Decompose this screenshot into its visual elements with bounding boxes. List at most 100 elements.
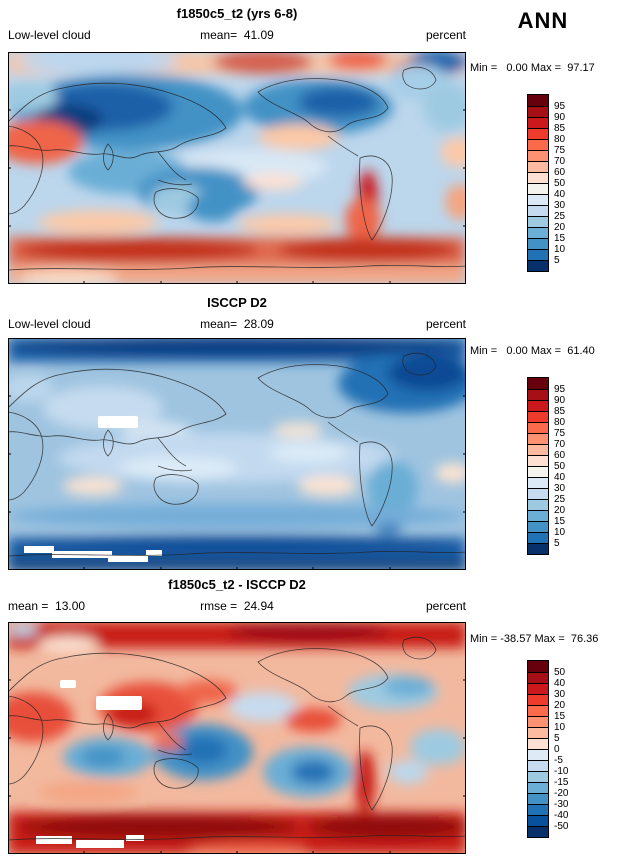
obs-colorbar: 95 90 85 80 75 70 60 50 40 30 25 20 15 10 5 — [527, 377, 565, 555]
colorbar-box — [528, 488, 548, 499]
colorbar-box — [528, 216, 548, 227]
colorbar-box — [528, 782, 548, 793]
colorbar-label: 25 — [554, 211, 566, 222]
colorbar-box — [528, 826, 548, 837]
difference-map-canvas — [8, 622, 466, 854]
mean-label: mean = 13.00 — [8, 599, 86, 613]
model-map — [8, 52, 466, 284]
obs-map-canvas — [8, 338, 466, 570]
colorbar-label: 85 — [554, 123, 566, 134]
colorbar-box — [528, 466, 548, 477]
colorbar-label: 10 — [554, 244, 566, 255]
variable-label: Low-level cloud — [8, 317, 91, 331]
mean-label: mean= 41.09 — [200, 28, 274, 42]
colorbar-label: 15 — [554, 233, 566, 244]
colorbar-box — [528, 400, 548, 411]
coastlines — [8, 352, 466, 557]
colorbar-box — [528, 194, 548, 205]
colorbar-label: -40 — [554, 810, 569, 821]
colorbar-label: 80 — [554, 134, 566, 145]
colorbar-label: 95 — [554, 384, 566, 395]
colorbar-box — [528, 150, 548, 161]
colorbar-label: -5 — [554, 755, 563, 766]
colorbar-box — [528, 694, 548, 705]
coastlines — [8, 66, 466, 271]
colorbar-label: -10 — [554, 766, 569, 777]
colorbar-label: 40 — [554, 678, 566, 689]
variable-label: Low-level cloud — [8, 28, 91, 42]
colorbar-label: 60 — [554, 450, 566, 461]
colorbar-box — [528, 521, 548, 532]
colorbar-label: 85 — [554, 406, 566, 417]
difference-map — [8, 622, 466, 854]
colorbar-box — [528, 661, 548, 672]
diff-label-row: mean = 13.00 rmse = 24.94 percent — [8, 599, 466, 614]
missing-data-patches — [36, 680, 144, 848]
colorbar-box — [528, 128, 548, 139]
colorbar-box — [528, 238, 548, 249]
colorbar-label: 20 — [554, 505, 566, 516]
colorbar-label: 30 — [554, 689, 566, 700]
colorbar-box — [528, 139, 548, 150]
colorbar-box — [528, 543, 548, 554]
colorbar-label: 90 — [554, 395, 566, 406]
colorbar-label: 10 — [554, 527, 566, 538]
colorbar-box — [528, 749, 548, 760]
colorbar-label: 50 — [554, 667, 566, 678]
obs-minmax-label: Min = 0.00 Max = 61.40 — [470, 345, 595, 357]
colorbar-label: 25 — [554, 494, 566, 505]
colorbar-box — [528, 205, 548, 216]
colorbar-label: 70 — [554, 156, 566, 167]
colorbar-box — [528, 249, 548, 260]
diff-minmax-label: Min = -38.57 Max = 76.36 — [470, 633, 599, 645]
colorbar-box — [528, 771, 548, 782]
obs-label-row: Low-level cloud mean= 28.09 percent — [8, 317, 466, 332]
colorbar-label: 40 — [554, 472, 566, 483]
colorbar-box — [528, 727, 548, 738]
colorbar-box — [528, 161, 548, 172]
colorbar-label: 20 — [554, 700, 566, 711]
colorbar-box — [528, 95, 548, 106]
model-minmax-label: Min = 0.00 Max = 97.17 — [470, 62, 595, 74]
colorbar-box — [528, 716, 548, 727]
colorbar-box — [528, 683, 548, 694]
colorbar-label: -15 — [554, 777, 569, 788]
model-map-canvas — [8, 52, 466, 284]
colorbar-label: 50 — [554, 178, 566, 189]
coastlines — [8, 636, 466, 841]
colorbar-label: 80 — [554, 417, 566, 428]
colorbar-label: -20 — [554, 788, 569, 799]
colorbar-box — [528, 510, 548, 521]
colorbar-label: 5 — [554, 538, 560, 549]
colorbar-label: 20 — [554, 222, 566, 233]
colorbar-box — [528, 433, 548, 444]
colorbar-box — [528, 260, 548, 271]
map-frame — [8, 622, 466, 854]
colorbar-label: 0 — [554, 744, 560, 755]
colorbar-box — [528, 499, 548, 510]
colorbar-label: -30 — [554, 799, 569, 810]
colorbar-box — [528, 378, 548, 389]
colorbar-label: 15 — [554, 711, 566, 722]
colorbar-box — [528, 106, 548, 117]
diff-colorbar: 50 40 30 20 15 10 5 0 -5 -10 -15 -20 -30 -40 -50 — [527, 660, 568, 838]
colorbar-box — [528, 444, 548, 455]
model-panel-title: f1850c5_t2 (yrs 6-8) — [176, 6, 298, 21]
obs-panel-title: ISCCP D2 — [207, 295, 267, 310]
colorbar-box — [528, 183, 548, 194]
units-label: percent — [425, 317, 466, 331]
colorbar-label: 30 — [554, 483, 566, 494]
season-label: ANN — [517, 8, 569, 33]
colorbar-box — [528, 672, 548, 683]
colorbar-box — [528, 760, 548, 771]
colorbar-label: 75 — [554, 428, 566, 439]
rmse-label: rmse = 24.94 — [200, 599, 274, 613]
diff-panel-title: f1850c5_t2 - ISCCP D2 — [168, 577, 306, 592]
colorbar-box — [528, 227, 548, 238]
colorbar-box — [528, 815, 548, 826]
colorbar-label: 95 — [554, 101, 566, 112]
colorbar-label: 75 — [554, 145, 566, 156]
difference-map-shading — [8, 622, 466, 854]
units-label: percent — [425, 599, 466, 613]
